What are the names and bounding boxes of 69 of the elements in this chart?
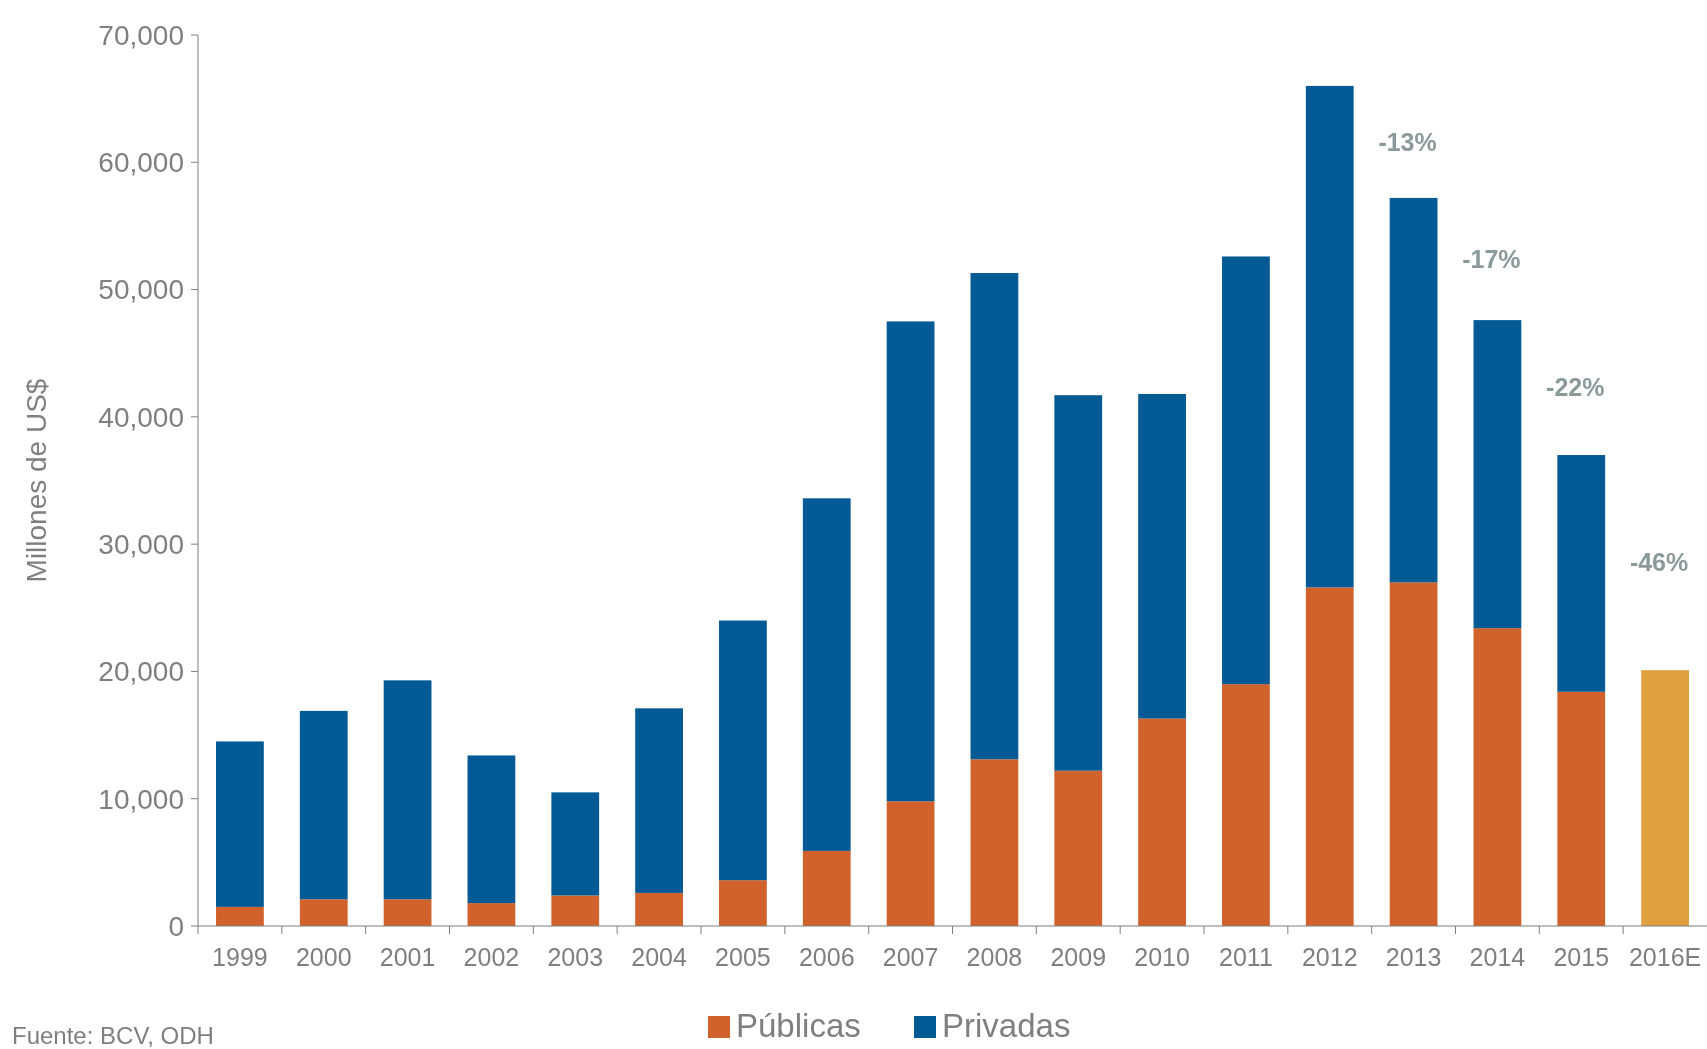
x-tick-label: 2014 bbox=[1469, 943, 1526, 971]
bar bbox=[1389, 582, 1438, 926]
y-tick-label: 50,000 bbox=[98, 274, 184, 306]
annotation: -22% bbox=[1546, 373, 1605, 402]
bar bbox=[1138, 393, 1186, 719]
bar bbox=[886, 321, 935, 802]
x-tick-label: 2006 bbox=[798, 943, 855, 971]
x-tick-label: 2011 bbox=[1219, 943, 1273, 971]
legend-label: Públicas bbox=[736, 1007, 861, 1044]
bar bbox=[1305, 587, 1354, 926]
bar bbox=[802, 498, 851, 851]
bar bbox=[719, 880, 767, 926]
bar bbox=[216, 741, 264, 907]
bar bbox=[383, 899, 432, 926]
x-tick-label: 2016E bbox=[1628, 943, 1702, 971]
bar bbox=[886, 801, 935, 926]
bar bbox=[635, 708, 683, 893]
bar bbox=[802, 850, 851, 926]
y-axis-title: Millones de US$ bbox=[21, 378, 52, 583]
x-tick-label: 2009 bbox=[1050, 943, 1107, 971]
x-tick-label: 2007 bbox=[882, 943, 939, 971]
y-tick-label: 0 bbox=[168, 910, 184, 942]
y-tick-label: 60,000 bbox=[98, 147, 184, 179]
x-tick-label: 2000 bbox=[295, 943, 352, 971]
x-tick-label: 2012 bbox=[1301, 943, 1358, 971]
x-tick-label: 2004 bbox=[631, 943, 687, 971]
bar bbox=[1473, 320, 1522, 629]
annotation: -17% bbox=[1462, 244, 1521, 273]
annotation: -46% bbox=[1629, 548, 1689, 577]
x-tick-label: 2010 bbox=[1134, 943, 1190, 971]
bar bbox=[1222, 256, 1270, 685]
bar bbox=[1138, 718, 1186, 926]
annotation: -13% bbox=[1378, 127, 1437, 156]
bar bbox=[1305, 85, 1354, 588]
x-tick-label: 2001 bbox=[379, 943, 436, 971]
bar bbox=[1557, 691, 1606, 926]
x-tick-label: 2002 bbox=[463, 943, 520, 971]
bar bbox=[299, 899, 348, 926]
bar bbox=[1389, 197, 1438, 583]
bar bbox=[1641, 670, 1689, 926]
y-tick-label: 30,000 bbox=[98, 528, 184, 560]
y-tick-label: 40,000 bbox=[98, 401, 184, 433]
bar bbox=[551, 895, 600, 926]
x-tick-label: 2005 bbox=[715, 943, 771, 971]
x-tick-label: 1999 bbox=[212, 943, 268, 971]
bar bbox=[1222, 684, 1270, 926]
bar bbox=[1473, 628, 1522, 926]
bar bbox=[467, 755, 516, 904]
source-note: Fuente: BCV, ODH bbox=[12, 1022, 214, 1049]
x-tick-label: 2003 bbox=[547, 943, 604, 971]
y-tick-label: 20,000 bbox=[98, 656, 184, 688]
y-tick-label: 10,000 bbox=[98, 783, 184, 815]
legend-label: Privadas bbox=[942, 1007, 1071, 1044]
bar bbox=[719, 620, 767, 881]
bar bbox=[383, 680, 432, 900]
x-tick-label: 2008 bbox=[966, 943, 1023, 971]
bar bbox=[970, 759, 1019, 926]
bar bbox=[551, 792, 600, 896]
bar bbox=[467, 903, 516, 926]
bar bbox=[1054, 770, 1103, 926]
x-tick-label: 2013 bbox=[1385, 943, 1442, 971]
y-tick-label: 70,000 bbox=[98, 19, 184, 51]
bar bbox=[1054, 395, 1103, 771]
bar bbox=[635, 892, 683, 926]
bar bbox=[1557, 455, 1606, 692]
bar bbox=[216, 906, 264, 926]
x-tick-label: 2015 bbox=[1553, 943, 1610, 971]
bar bbox=[299, 710, 348, 900]
bar bbox=[970, 273, 1019, 760]
